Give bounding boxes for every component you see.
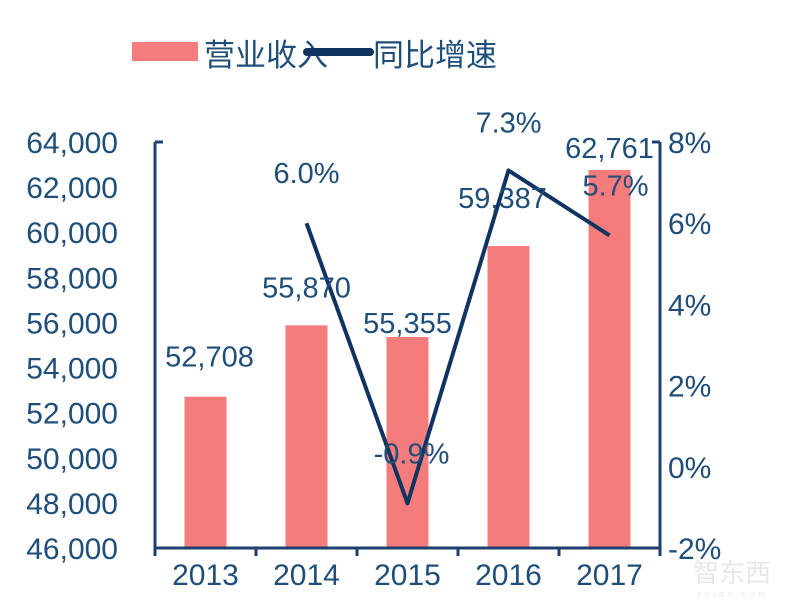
line-data-label: 7.3% (475, 107, 541, 139)
bar-data-label: 55,870 (262, 272, 351, 304)
left-tick-label: 64,000 (26, 127, 118, 160)
x-tick-label: 2013 (172, 559, 239, 592)
legend-label-growth: 同比增速 (373, 38, 497, 73)
bar-data-label: 52,708 (165, 342, 254, 374)
right-tick-label: 0% (668, 452, 711, 485)
left-tick-label: 58,000 (26, 262, 118, 295)
left-tick-label: 54,000 (26, 353, 118, 386)
bar-data-label: 62,761 (565, 133, 654, 165)
bar-data-label: 59,387 (458, 183, 547, 215)
watermark-logo: 智东西 (693, 558, 771, 588)
left-tick-label: 52,000 (26, 398, 118, 431)
right-tick-label: -2% (668, 533, 721, 566)
left-tick-label: 56,000 (26, 307, 118, 340)
legend: 营业收入 同比增速 (132, 38, 497, 73)
bar-2015 (386, 336, 429, 548)
x-tick-label: 2016 (475, 559, 542, 592)
watermark-url: zhidx.com (697, 590, 769, 599)
right-tick-label: 8% (668, 127, 711, 160)
legend-swatch-revenue (132, 42, 198, 61)
bar-2017 (588, 169, 631, 548)
left-tick-label: 60,000 (26, 217, 118, 250)
x-tick-label: 2015 (374, 559, 441, 592)
left-tick-label: 50,000 (26, 443, 118, 476)
x-tick-label: 2014 (273, 559, 340, 592)
bar-2016 (487, 246, 530, 549)
growth-line (304, 168, 611, 506)
left-tick-label: 62,000 (26, 172, 118, 205)
line-data-label: 5.7% (582, 170, 648, 202)
left-tick-label: 46,000 (26, 533, 118, 566)
watermark: 智东西 zhidx.com (693, 558, 771, 599)
bar-2013 (184, 396, 227, 548)
x-tick-label: 2017 (576, 559, 643, 592)
right-tick-label: 2% (668, 371, 711, 404)
bar-data-label: 55,355 (363, 308, 452, 340)
right-tick-label: 4% (668, 289, 711, 322)
line-data-label: -0.9% (374, 438, 450, 470)
line-data-label: 6.0% (273, 158, 339, 190)
bar-2014 (285, 325, 328, 548)
left-tick-label: 48,000 (26, 488, 118, 521)
right-tick-label: 6% (668, 208, 711, 241)
